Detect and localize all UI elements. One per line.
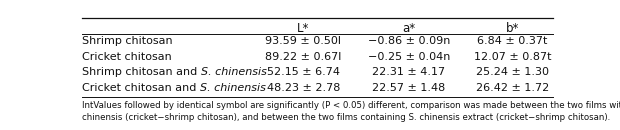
Text: 12.07 ± 0.87t: 12.07 ± 0.87t	[474, 52, 551, 62]
Text: −0.25 ± 0.04n: −0.25 ± 0.04n	[368, 52, 450, 62]
Text: 93.59 ± 0.50l: 93.59 ± 0.50l	[265, 36, 342, 46]
Text: Shrimp chitosan and: Shrimp chitosan and	[82, 67, 201, 77]
Text: 26.42 ± 1.72: 26.42 ± 1.72	[476, 83, 549, 93]
Text: 22.31 ± 4.17: 22.31 ± 4.17	[373, 67, 446, 77]
Text: S. chinensis: S. chinensis	[200, 83, 266, 93]
Text: 48.23 ± 2.78: 48.23 ± 2.78	[267, 83, 340, 93]
Text: 25.24 ± 1.30: 25.24 ± 1.30	[476, 67, 549, 77]
Text: −0.86 ± 0.09n: −0.86 ± 0.09n	[368, 36, 450, 46]
Text: 6.84 ± 0.37t: 6.84 ± 0.37t	[477, 36, 547, 46]
Text: Cricket chitosan and: Cricket chitosan and	[82, 83, 200, 93]
Text: Shrimp chitosan: Shrimp chitosan	[82, 36, 173, 46]
Text: S. chinensis: S. chinensis	[201, 67, 267, 77]
Text: 89.22 ± 0.67l: 89.22 ± 0.67l	[265, 52, 342, 62]
Text: chinensis (cricket−shrimp chitosan), and between the two films containing S. chi: chinensis (cricket−shrimp chitosan), and…	[82, 113, 611, 122]
Text: Cricket chitosan: Cricket chitosan	[82, 52, 172, 62]
Text: 52.15 ± 6.74: 52.15 ± 6.74	[267, 67, 340, 77]
Text: b*: b*	[506, 22, 519, 35]
Text: a*: a*	[402, 22, 415, 35]
Text: 22.57 ± 1.48: 22.57 ± 1.48	[373, 83, 446, 93]
Text: L*: L*	[297, 22, 309, 35]
Text: IntValues followed by identical symbol are significantly (P < 0.05) different, c: IntValues followed by identical symbol a…	[82, 101, 620, 110]
